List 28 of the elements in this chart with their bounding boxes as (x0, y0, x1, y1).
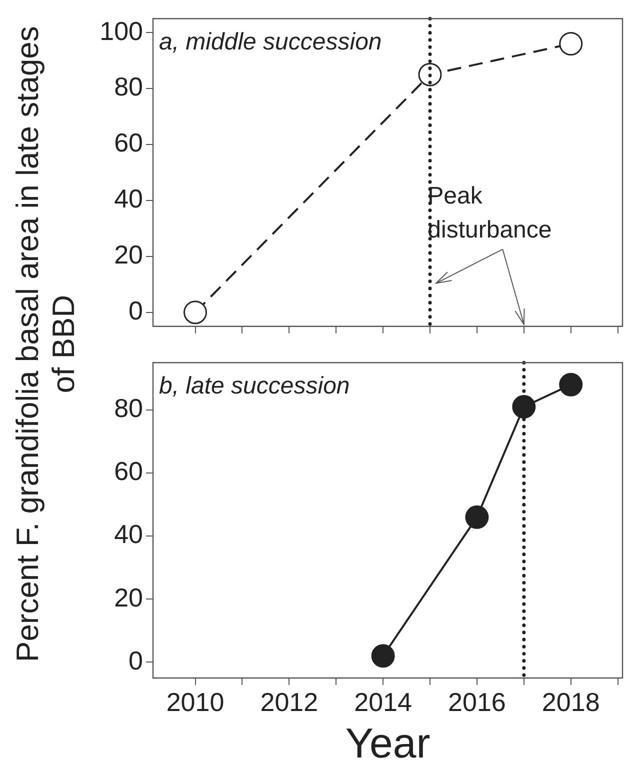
y-axis-title: Percent F. grandifolia basal area in late stages of BBD (10, 25, 82, 664)
point (465, 505, 489, 529)
annotation: Peak disturbance (428, 182, 552, 244)
y-tick-label: 20 (114, 240, 143, 270)
y-tick-label: 0 (128, 296, 143, 326)
chart-title: b, late succession (159, 372, 350, 400)
point (418, 62, 442, 86)
point (371, 644, 395, 668)
x-tick-label: 2018 (542, 686, 600, 717)
y-tick-label: 80 (114, 72, 143, 102)
point (559, 32, 583, 56)
chart-title: a, middle succession (159, 28, 382, 56)
x-tick-label: 2010 (166, 686, 224, 717)
y-tick-label: 100 (100, 16, 143, 46)
y-tick-label: 40 (114, 519, 143, 550)
y-tick-label: 20 (114, 582, 143, 612)
x-tick-label: 2016 (448, 686, 506, 717)
y-tick-label: 40 (114, 184, 143, 214)
x-axis-title: Year (345, 719, 430, 766)
y-tick-label: 60 (114, 128, 143, 158)
x-tick-label: 2014 (354, 686, 412, 717)
point (559, 372, 583, 396)
point (512, 395, 536, 419)
y-tick-label: 80 (114, 393, 143, 424)
point (184, 300, 208, 324)
x-tick-label: 2012 (260, 686, 318, 717)
y-tick-label: 60 (114, 456, 143, 486)
y-tick-label: 0 (128, 645, 143, 676)
